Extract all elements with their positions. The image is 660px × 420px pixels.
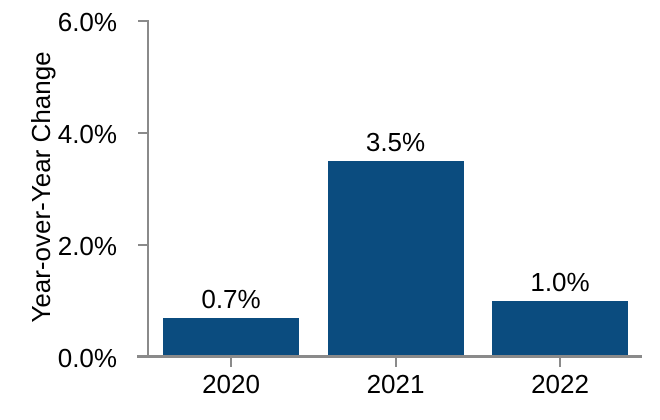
bar-value-label: 3.5% — [365, 127, 426, 157]
y-tick-label: 0.0% — [57, 343, 117, 373]
x-tick-label: 2022 — [531, 369, 589, 399]
bar-2021 — [327, 161, 464, 358]
y-tick-mark — [138, 20, 149, 22]
x-tick-label: 2021 — [366, 369, 425, 399]
x-tick-mark — [230, 358, 232, 367]
x-tick-mark — [394, 358, 397, 367]
bar-value-label: 0.7% — [201, 284, 261, 314]
x-axis-line — [137, 355, 642, 358]
y-axis-title: Year-over-Year Change — [26, 51, 56, 323]
x-tick-mark — [559, 358, 561, 367]
y-axis-line — [147, 20, 149, 358]
y-tick-label: 6.0% — [57, 7, 117, 37]
y-tick-label: 4.0% — [57, 119, 117, 149]
bar-2022 — [492, 301, 628, 358]
y-tick-mark — [138, 132, 149, 134]
bar-2020 — [163, 318, 299, 358]
x-tick-label: 2020 — [202, 369, 260, 399]
y-tick-mark — [138, 244, 149, 246]
bar-value-label: 1.0% — [530, 267, 590, 297]
y-tick-label: 2.0% — [57, 231, 117, 261]
